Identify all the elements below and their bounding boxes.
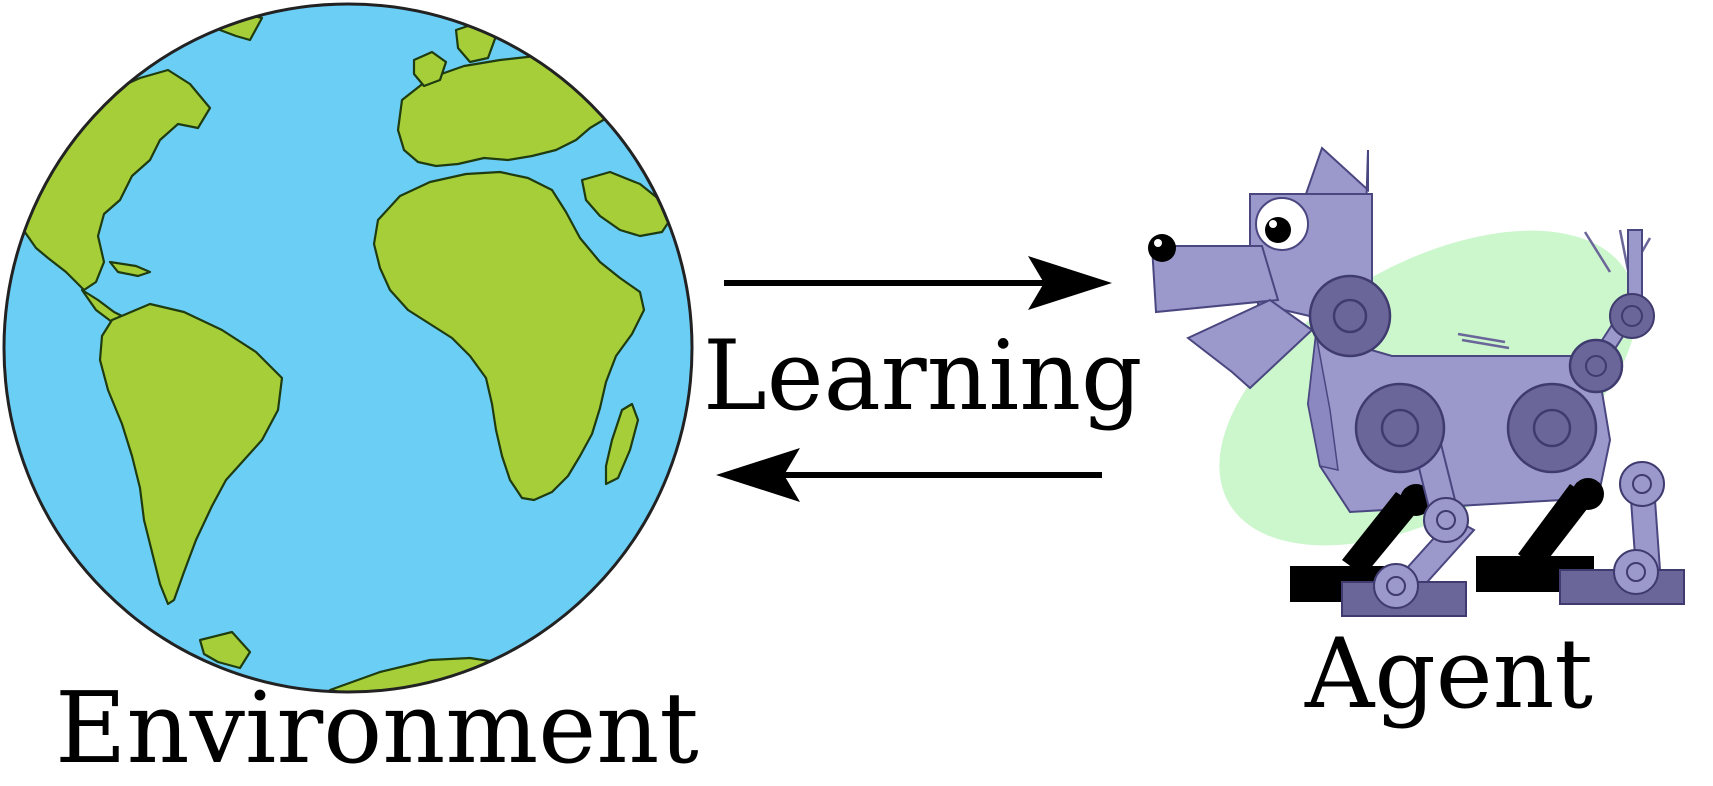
agent-label: Agent [1305, 618, 1593, 730]
continent-south-america [98, 302, 284, 606]
continent-arabia [580, 170, 672, 238]
environment-label: Environment [55, 672, 699, 786]
island-britain [412, 50, 448, 88]
continent-africa [372, 170, 646, 502]
island-caribbean [108, 260, 152, 278]
arrow-left-icon [716, 448, 1102, 502]
robot-dog-icon [1148, 146, 1685, 617]
nose-icon [1148, 234, 1176, 262]
globe-icon [2, 2, 694, 694]
island-antarctic [198, 630, 252, 670]
arrow-right-icon [724, 256, 1112, 310]
island-madagascar [604, 402, 640, 486]
learning-label: Learning [703, 320, 1143, 432]
